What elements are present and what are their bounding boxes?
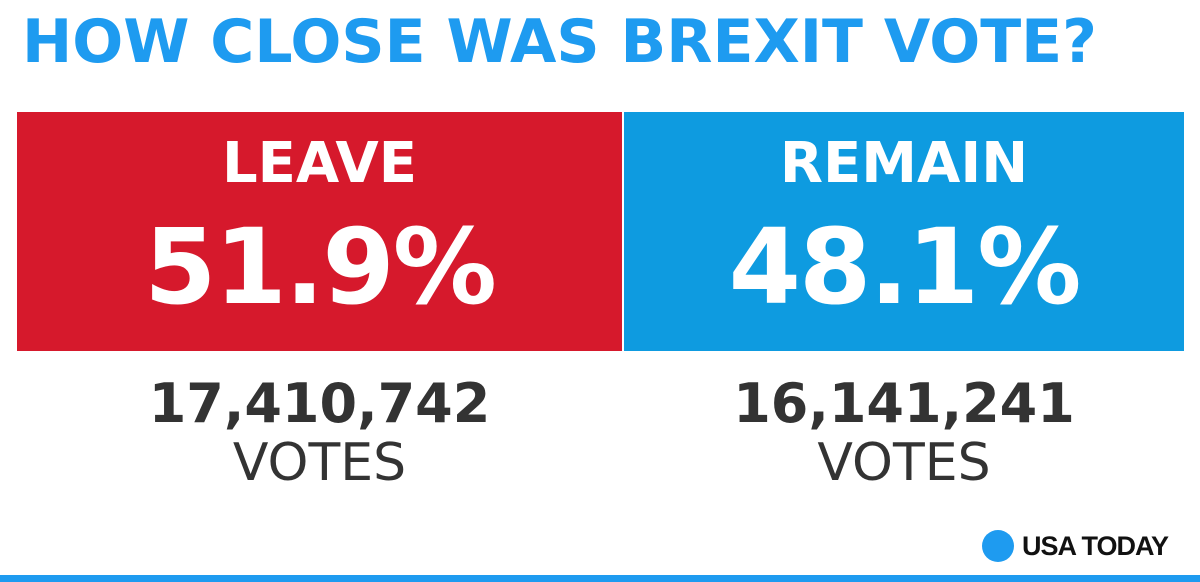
leave-vote-unit: VOTES [232, 433, 407, 493]
remain-label: REMAIN [779, 131, 1029, 196]
remain-vote-unit: VOTES [817, 433, 991, 493]
leave-votes: 17,410,742 VOTES [17, 372, 622, 493]
brand-logo: USA TODAY [982, 526, 1169, 566]
leave-vote-count: 17,410,742 [148, 372, 491, 435]
leave-bar: LEAVE 51.9% [17, 112, 622, 351]
bottom-rule [0, 575, 1200, 582]
leave-label: LEAVE [221, 131, 418, 196]
remain-bar: REMAIN 48.1% [624, 112, 1184, 351]
blue-circle-icon [982, 530, 1014, 562]
remain-vote-count: 16,141,241 [733, 372, 1075, 435]
remain-percent: 48.1% [728, 206, 1082, 328]
brand-name: USA TODAY [1022, 530, 1169, 561]
chart-title: HOW CLOSE WAS BREXIT VOTE? [22, 7, 1097, 77]
remain-votes: 16,141,241 VOTES [624, 372, 1184, 493]
leave-percent: 51.9% [144, 206, 497, 328]
